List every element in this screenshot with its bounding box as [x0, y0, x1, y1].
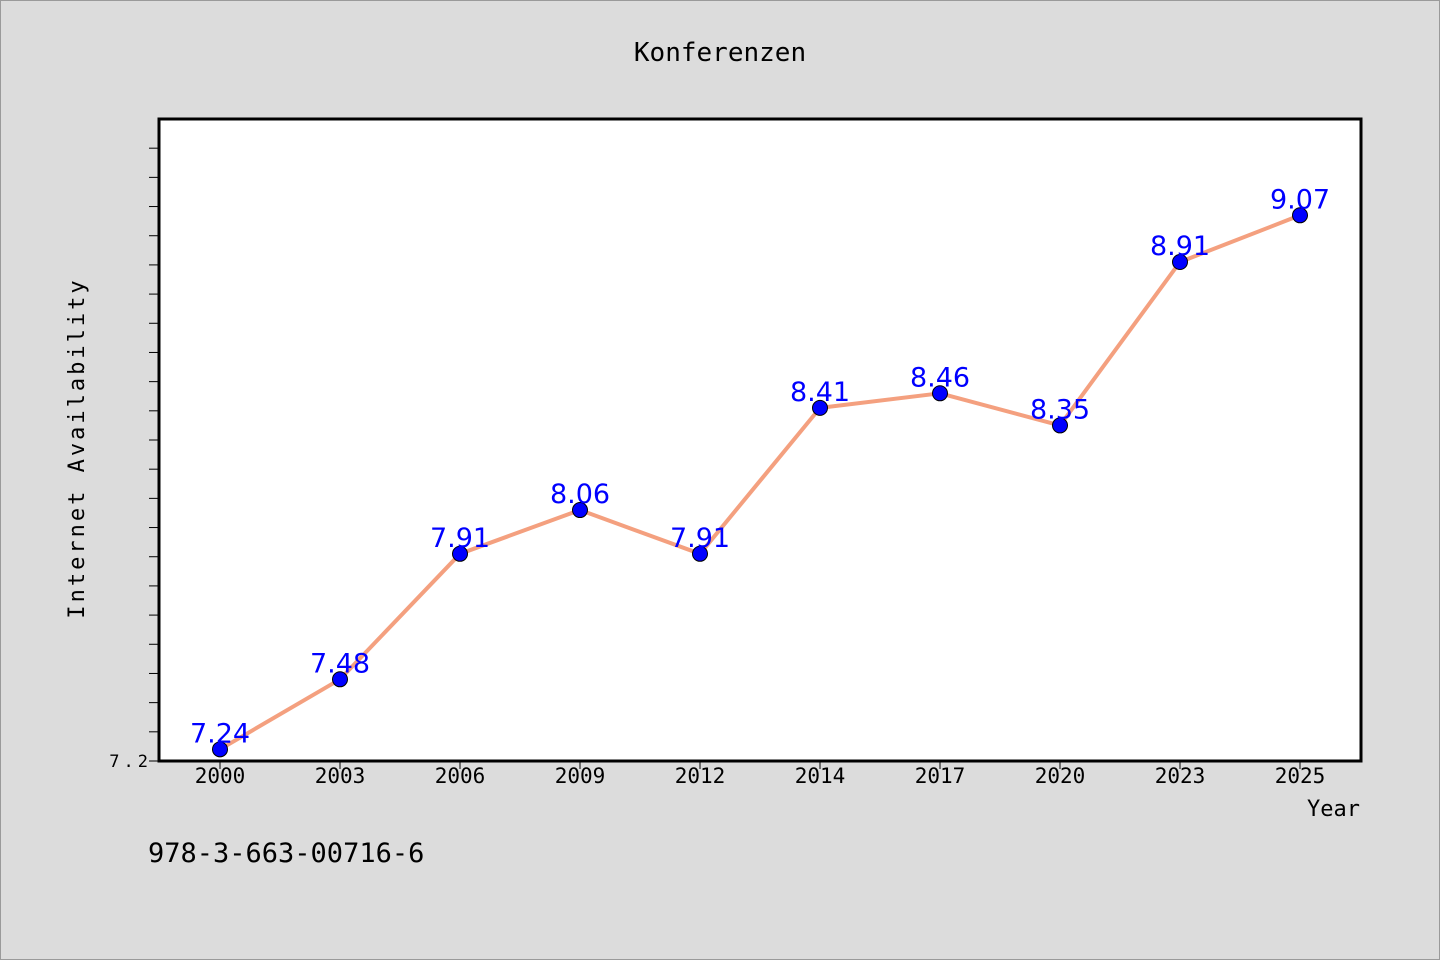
data-point: [1172, 253, 1188, 270]
x-axis-label: Year: [1307, 797, 1360, 822]
data-point: [572, 502, 588, 519]
y-tick-label: 7.2: [109, 752, 152, 772]
data-point: [1292, 207, 1308, 224]
x-tick-label: 2020: [1035, 764, 1086, 788]
data-point: [1052, 417, 1068, 434]
x-tick-label: 2009: [555, 764, 606, 788]
data-label: 7.91: [670, 523, 730, 554]
data-point: [332, 671, 348, 688]
data-label: 8.06: [550, 479, 610, 510]
data-point: [692, 545, 708, 562]
x-tick-label: 2025: [1275, 764, 1326, 788]
x-tick-label: 2000: [195, 764, 246, 788]
data-point: [932, 385, 948, 402]
data-point: [452, 545, 468, 562]
plot-area: [157, 117, 1363, 763]
data-point: [812, 399, 828, 416]
x-tick-label: 2006: [435, 764, 486, 788]
x-tick-label: 2012: [675, 764, 726, 788]
x-tick-label: 2003: [315, 764, 366, 788]
y-axis-ticks: 7.2: [109, 147, 158, 772]
data-label: 9.07: [1270, 184, 1330, 215]
x-tick-label: 2014: [795, 764, 846, 788]
data-label: 7.24: [190, 718, 250, 749]
data-label: 8.41: [790, 377, 850, 408]
data-label: 8.35: [1030, 394, 1090, 425]
data-label: 7.48: [310, 648, 370, 679]
series-line: [218, 213, 1302, 752]
data-label: 8.46: [910, 362, 970, 393]
x-axis-ticks: 2000 2003 2006 2009 2012 2014 2017 2020 2023 2025: [195, 761, 1326, 788]
series-group: 7.24 7.48 7.91 8.06 7.91 8.41 8.46 8.35 8.91 9.07: [190, 184, 1330, 758]
x-tick-label: 2017: [915, 764, 966, 788]
data-label: 8.91: [1150, 231, 1210, 262]
data-point: [212, 741, 228, 758]
chart-title: Konferenzen: [634, 38, 806, 68]
y-axis-label: Internet Availability: [65, 277, 90, 618]
data-label: 7.91: [430, 523, 490, 554]
x-tick-label: 2023: [1155, 764, 1206, 788]
isbn-text: 978-3-663-00716-6: [148, 838, 424, 869]
